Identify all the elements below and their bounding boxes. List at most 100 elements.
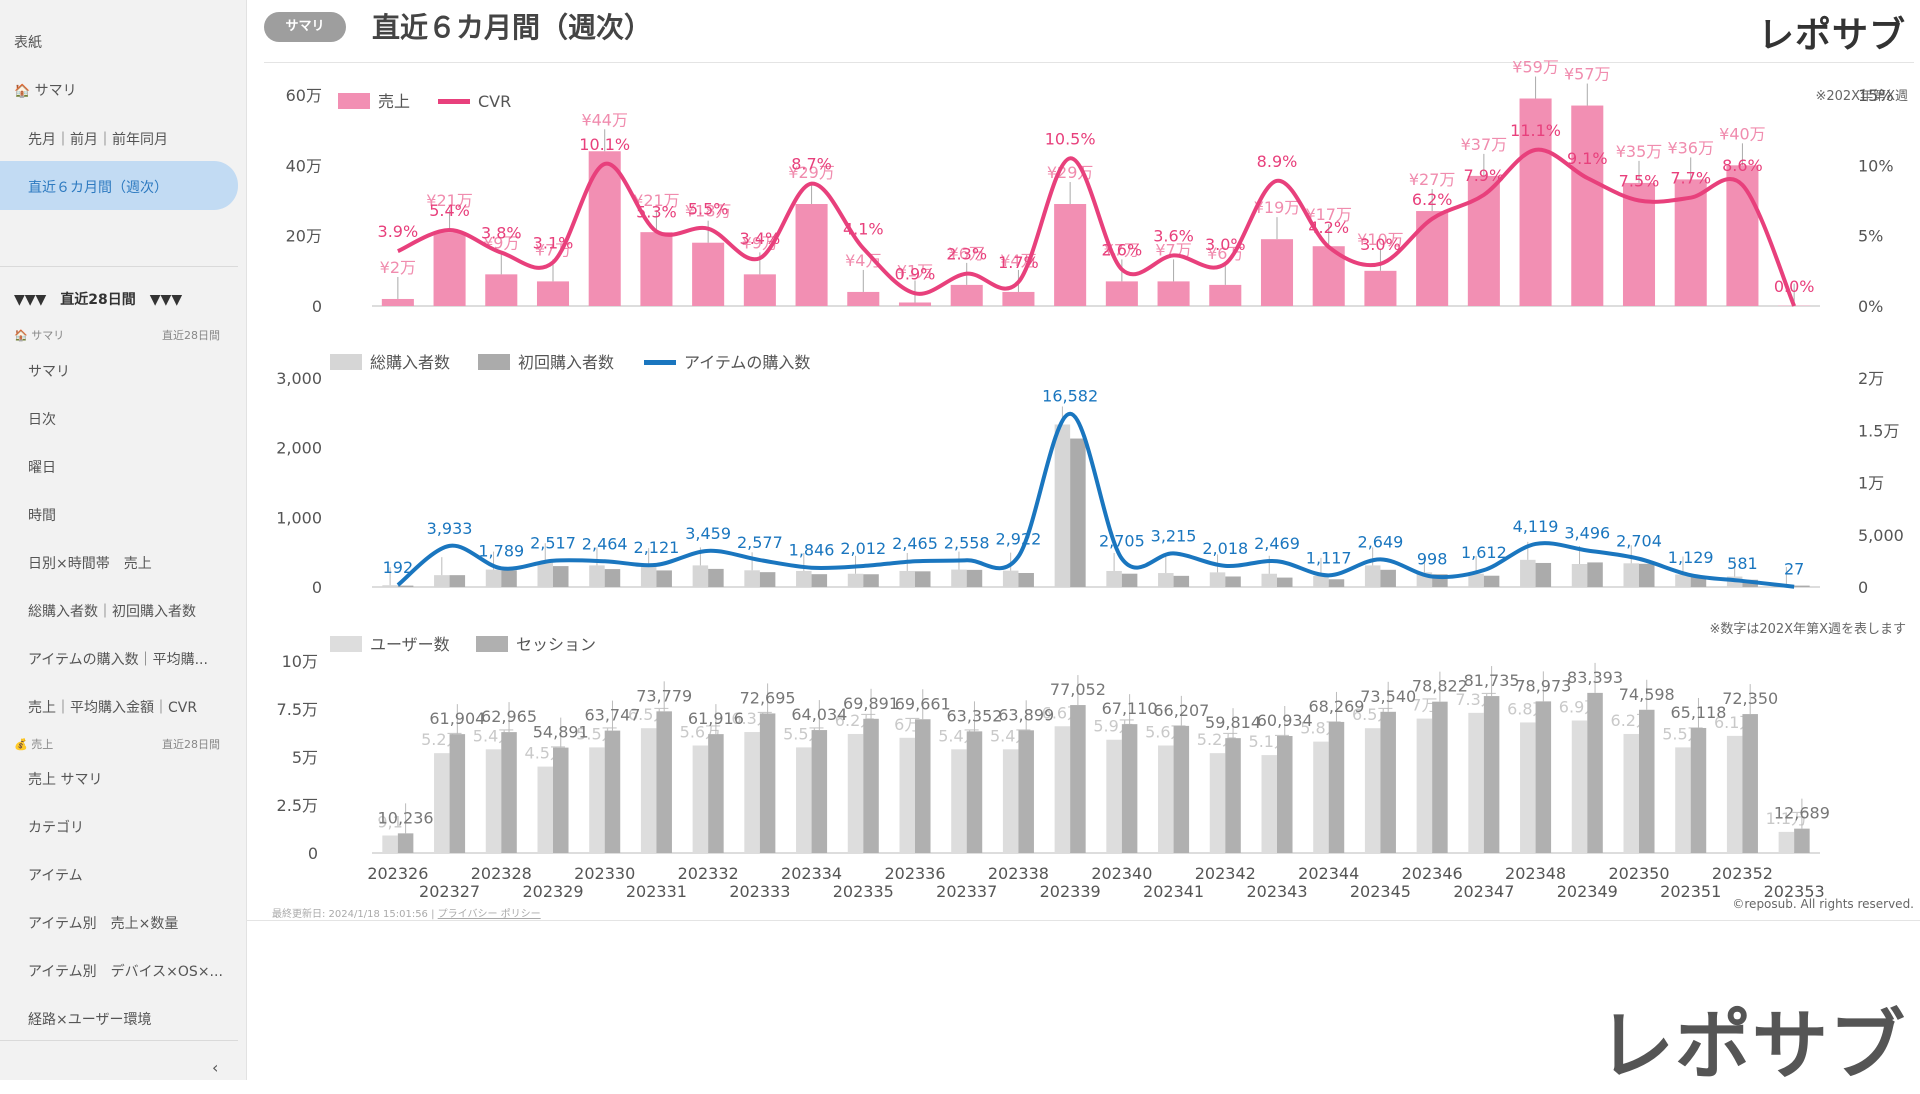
new-buyers-bar <box>915 571 931 587</box>
y-tick-label: 10万 <box>282 652 318 671</box>
x-tick-label: 202335 <box>833 882 894 900</box>
sessions-label: 10,236 <box>378 808 434 827</box>
y2-tick-label: 5% <box>1858 227 1883 246</box>
nav-item[interactable]: アイテム <box>28 865 83 885</box>
y2-tick-label: 2万 <box>1858 369 1884 388</box>
x-tick-label: 202329 <box>522 882 583 900</box>
sessions-label: 73,540 <box>1360 687 1416 706</box>
group-summary-period: 直近28日間 <box>162 327 220 343</box>
item-purchases-label: 2,558 <box>944 533 990 552</box>
cvr-label: 1.7% <box>998 253 1039 272</box>
new-buyers-bar <box>1018 573 1034 587</box>
sales-bar <box>382 299 414 306</box>
new-buyers-bar <box>863 574 879 587</box>
new-buyers-bar <box>605 569 621 587</box>
sessions-bar <box>656 711 672 853</box>
cvr-label: 3.8% <box>481 224 522 243</box>
sessions-bar <box>1794 829 1810 853</box>
collapse-sidebar-icon[interactable]: ‹ <box>212 1058 218 1077</box>
sessions-bar <box>760 713 776 853</box>
sidebar: 表紙 🏠 サマリ 先月｜前月｜前年同月 直近６カ月間（週次） ▼▼▼ 直近28日… <box>0 0 247 1080</box>
nav-item[interactable]: アイテムの購入数｜平均購... <box>28 649 208 669</box>
users-bar <box>486 749 502 853</box>
users-bar <box>1106 740 1122 853</box>
users-bar <box>1417 719 1433 853</box>
sales-bar <box>951 285 983 306</box>
sessions-label: 83,393 <box>1567 668 1623 687</box>
nav-item[interactable]: 売上｜平均購入金額｜CVR <box>28 697 197 717</box>
privacy-policy-link[interactable]: プライバシー ポリシー <box>438 909 541 920</box>
total-buyers-bar <box>537 561 553 587</box>
cvr-label: 8.6% <box>1722 156 1763 175</box>
sessions-bar <box>967 731 983 853</box>
sessions-label: 63,747 <box>584 706 640 725</box>
sales-bar <box>1261 239 1293 306</box>
cvr-label: 10.1% <box>579 135 630 154</box>
cvr-label: 2.3% <box>946 245 987 264</box>
nav-item[interactable]: サマリ <box>28 361 70 381</box>
total-buyers-bar <box>486 570 502 587</box>
users-bar <box>1003 749 1019 853</box>
nav-recent6[interactable]: 直近６カ月間（週次） <box>28 177 168 197</box>
nav-item[interactable]: アイテム別 デバイス×OS×... <box>28 961 223 981</box>
nav-prev-compare[interactable]: 先月｜前月｜前年同月 <box>28 129 168 149</box>
users-bar <box>744 732 760 853</box>
cvr-label: 8.9% <box>1257 152 1298 171</box>
sales-bar <box>434 232 466 306</box>
nav-item[interactable]: 総購入者数｜初回購入者数 <box>28 601 196 621</box>
nav-item[interactable]: 時間 <box>28 505 56 525</box>
sessions-bar <box>1639 710 1655 853</box>
sessions-label: 63,899 <box>998 705 1054 724</box>
sessions-bar <box>1018 730 1034 853</box>
item-purchases-label: 2,469 <box>1254 534 1300 553</box>
footer-left: 最終更新日: 2024/1/18 15:01:56 | プライバシー ポリシー <box>272 905 541 920</box>
nav-item[interactable]: 日次 <box>28 409 56 429</box>
total-buyers-bar <box>382 585 398 587</box>
y2-tick-label: 0% <box>1858 297 1883 316</box>
nav-item[interactable]: 売上 サマリ <box>28 769 102 789</box>
y-tick-label: 7.5万 <box>277 700 318 719</box>
nav-cover[interactable]: 表紙 <box>14 32 42 52</box>
total-buyers-bar <box>1572 564 1588 587</box>
sales-bar <box>796 204 828 306</box>
x-tick-label: 202343 <box>1246 882 1307 900</box>
nav-item[interactable]: 日別×時間帯 売上 <box>28 553 152 573</box>
users-bar <box>899 738 915 853</box>
footer-separator: | <box>431 909 434 920</box>
nav-summary-label: サマリ <box>35 83 77 99</box>
nav-item[interactable]: 曜日 <box>28 457 56 477</box>
legend-users-swatch <box>330 636 362 652</box>
x-tick-label: 202334 <box>781 864 842 883</box>
sessions-bar <box>1484 696 1500 853</box>
new-buyers-bar <box>760 572 776 587</box>
sales-bar <box>1158 281 1190 306</box>
sessions-label: 12,689 <box>1774 804 1830 823</box>
legend-cvr-swatch <box>438 99 470 104</box>
cvr-label: 3.1% <box>533 233 574 252</box>
new-buyers-bar <box>1070 439 1086 587</box>
group-summary-text: サマリ <box>31 329 64 342</box>
x-tick-label: 202330 <box>574 864 635 883</box>
users-bar <box>1158 745 1174 853</box>
sessions-bar <box>1070 705 1086 853</box>
nav-item[interactable]: アイテム別 売上×数量 <box>28 913 178 933</box>
total-buyers-bar <box>641 566 657 587</box>
cvr-label: 3.6% <box>1153 226 1194 245</box>
y2-tick-label: 1.5万 <box>1858 421 1899 440</box>
x-tick-label: 202331 <box>626 882 687 900</box>
total-buyers-bar <box>1055 424 1071 587</box>
sessions-bar <box>553 748 569 853</box>
cvr-label: 9.1% <box>1567 149 1608 168</box>
x-tick-label: 202347 <box>1453 882 1514 900</box>
legend-sessions-label: セッション <box>516 635 596 654</box>
sessions-bar <box>605 731 621 853</box>
nav-item[interactable]: 経路×ユーザー環境 <box>28 1009 151 1029</box>
sessions-bar <box>1277 736 1293 853</box>
nav-summary[interactable]: 🏠 サマリ <box>14 80 77 100</box>
item-purchases-label: 1,129 <box>1668 548 1714 567</box>
sessions-bar <box>1691 728 1707 853</box>
nav-item[interactable]: カテゴリ <box>28 817 84 837</box>
total-buyers-bar <box>1365 565 1381 587</box>
total-buyers-bar <box>1520 560 1536 587</box>
